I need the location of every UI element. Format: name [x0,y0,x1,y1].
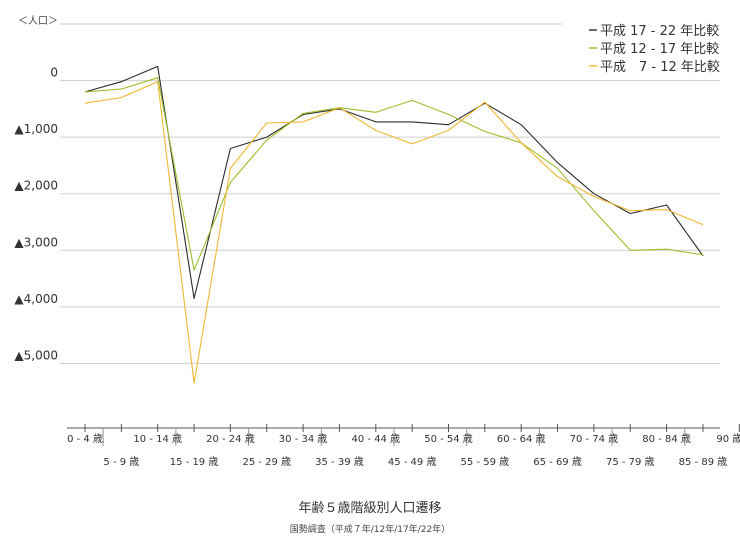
gridlines [60,23,720,364]
x-tick-label: 35 - 39 歳 [315,456,364,468]
x-tick-label: 75 - 79 歳 [606,456,655,468]
y-tick-label: ▲1,000 [14,122,58,136]
x-tick-label: 70 - 74 歳 [570,433,619,445]
x-tick-label: 55 - 59 歳 [461,456,510,468]
chart-title: 年齢５歳階級別人口遷移 [298,501,442,516]
legend-label: 平成 7 - 12 年比較 [600,60,720,75]
series-line-1 [84,65,704,299]
series-line-2 [84,77,704,271]
chart-subtitle: 国勢調査（平成７年/12年/17年/22年） [289,525,451,535]
y-tick-labels: 0 ▲1,000 ▲2,000 ▲3,000 ▲4,000 ▲5,000 [14,66,58,363]
y-tick-label: ▲2,000 [14,179,58,193]
series-lines [84,65,704,384]
x-tick-label: 20 - 24 歳 [206,433,255,445]
x-tick-label: 90 歳以上 [716,433,740,445]
x-tick-label: 30 - 34 歳 [279,433,328,445]
y-axis-label: ＜人口＞ [18,15,58,27]
series-line-3 [84,81,704,384]
x-tick-label: 45 - 49 歳 [388,456,437,468]
y-tick-label: ▲3,000 [14,235,58,249]
x-tick-label: 40 - 44 歳 [352,433,401,445]
y-tick-label: ▲5,000 [14,348,58,362]
y-tick-label: 0 [50,66,58,80]
y-tick-label: ▲4,000 [14,292,58,306]
x-tick-label: 60 - 64 歳 [497,433,546,445]
legend-label: 平成 12 - 17 年比較 [600,42,719,57]
x-tick-label: 85 - 89 歳 [679,456,728,468]
x-tick-label: 5 - 9 歳 [103,456,139,468]
x-tick-label: 0 - 4 歳 [67,433,103,445]
x-tick-label: 10 - 14 歳 [133,433,182,445]
legend-label: 平成 17 - 22 年比較 [600,24,719,39]
x-tick-label: 15 - 19 歳 [170,456,219,468]
x-tick-label: 50 - 54 歳 [424,433,473,445]
x-tick-label: 80 - 84 歳 [642,433,691,445]
x-tick-label: 25 - 29 歳 [242,456,291,468]
x-tick-label: 65 - 69 歳 [533,456,582,468]
x-axis: 0 - 4 歳5 - 9 歳 10 - 14 歳 15 - 19 歳 20 - 24 … [67,424,740,468]
